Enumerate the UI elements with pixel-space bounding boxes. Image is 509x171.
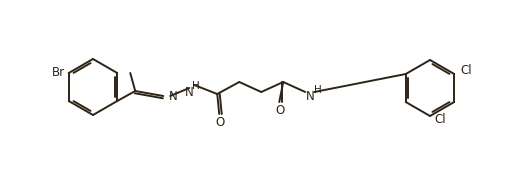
- Text: Br: Br: [51, 67, 65, 80]
- Text: O: O: [276, 104, 285, 117]
- Text: Cl: Cl: [460, 64, 472, 77]
- Text: O: O: [216, 116, 225, 129]
- Text: H: H: [192, 81, 200, 91]
- Text: N: N: [185, 86, 193, 99]
- Text: Cl: Cl: [434, 113, 445, 126]
- Text: N: N: [169, 89, 178, 102]
- Text: N: N: [306, 89, 315, 102]
- Text: H: H: [314, 85, 322, 95]
